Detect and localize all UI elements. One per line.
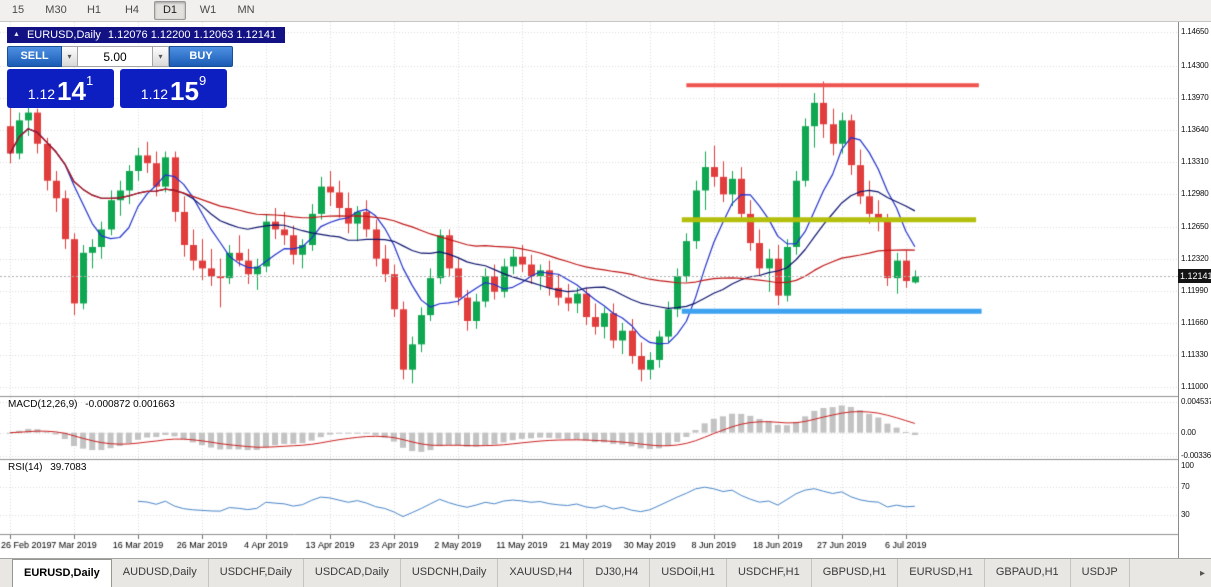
price-axis-label: 1.13640 xyxy=(1181,125,1209,135)
chevron-right-icon: ▸ xyxy=(1199,567,1206,579)
current-price-badge: 1.12141 xyxy=(1178,269,1211,284)
ask-big-figure: 1.12 xyxy=(140,86,169,102)
rsi-indicator-label: RSI(14) 39.7083 xyxy=(8,462,91,473)
price-axis-label: 1.11660 xyxy=(1181,317,1208,327)
chart-tab-eurusd-daily[interactable]: EURUSD,Daily xyxy=(12,559,112,587)
sell-options-dropdown[interactable]: ▾ xyxy=(62,46,78,67)
sell-button[interactable]: SELL xyxy=(7,46,62,67)
price-axis-label: 1.14300 xyxy=(1181,60,1209,70)
quote-row: 1.12 14 1 1.12 15 9 xyxy=(7,69,233,108)
sell-quote-button[interactable]: 1.12 14 1 xyxy=(7,69,114,108)
bid-pipette: 1 xyxy=(85,73,94,88)
chart-tab-usdchf-h1[interactable]: USDCHF,H1 xyxy=(727,559,812,587)
trade-controls-row: SELL ▾ ▾ BUY xyxy=(7,46,233,67)
chart-tab-usdchf-daily[interactable]: USDCHF,Daily xyxy=(209,559,304,587)
buy-quote-button[interactable]: 1.12 15 9 xyxy=(120,69,227,108)
ask-pipette: 9 xyxy=(198,73,207,88)
chevron-down-icon: ▾ xyxy=(158,52,163,61)
chart-tab-usdjp[interactable]: USDJP xyxy=(1071,559,1130,587)
price-axis-label: 1.12320 xyxy=(1181,253,1209,263)
buy-button[interactable]: BUY xyxy=(169,46,233,67)
bid-big-figure: 1.12 xyxy=(27,86,56,102)
price-axis-label: 1.12980 xyxy=(1181,189,1209,199)
timeframe-button-mn[interactable]: MN xyxy=(237,4,255,16)
price-axis-label: 1.14650 xyxy=(1181,26,1209,36)
price-axis-label: 1.11330 xyxy=(1181,350,1208,360)
rsi-axis-label: 30 xyxy=(1181,510,1190,520)
chart-tab-eurusd-h1[interactable]: EURUSD,H1 xyxy=(898,559,985,587)
chart-tab-usdoil-h1[interactable]: USDOil,H1 xyxy=(650,559,727,587)
timeframe-button-15[interactable]: 15 xyxy=(11,4,25,16)
rsi-axis-label: 70 xyxy=(1181,481,1190,491)
symbol-marker-icon: ▲ xyxy=(13,31,20,38)
rsi-axis-label: 100 xyxy=(1181,460,1194,470)
price-axis-label: 1.13310 xyxy=(1181,157,1209,167)
chart-tab-usdcad-daily[interactable]: USDCAD,Daily xyxy=(304,559,401,587)
timeframe-button-w1[interactable]: W1 xyxy=(199,4,217,16)
macd-axis-label: 0.00 xyxy=(1181,427,1196,437)
timeframe-button-h4[interactable]: H4 xyxy=(124,4,140,16)
chart-tab-gbpusd-h1[interactable]: GBPUSD,H1 xyxy=(812,559,899,587)
chart-tab-dj30-h4[interactable]: DJ30,H4 xyxy=(584,559,651,587)
bid-pips: 14 xyxy=(57,76,86,106)
chart-tab-audusd-daily[interactable]: AUDUSD,Daily xyxy=(112,559,209,587)
price-chart-canvas[interactable] xyxy=(0,22,1178,558)
price-axis-label: 1.12650 xyxy=(1181,221,1209,231)
chart-tab-xauusd-h4[interactable]: XAUUSD,H4 xyxy=(498,559,585,587)
timeframe-toolbar: 15 M30 H1 H4 D1 W1 MN xyxy=(0,0,1211,22)
rsi-value: 39.7083 xyxy=(50,462,87,473)
chart-title: EURUSD,Daily xyxy=(26,29,101,41)
timeframe-button-d1[interactable]: D1 xyxy=(154,1,186,20)
chart-title-overlay: ▲ EURUSD,Daily 1.12076 1.12200 1.12063 1… xyxy=(7,27,286,43)
timeframe-button-m30[interactable]: M30 xyxy=(45,4,67,16)
ask-pips: 15 xyxy=(170,76,199,106)
macd-axis-label: 0.004537 xyxy=(1181,396,1211,406)
chart-tab-gbpaud-h1[interactable]: GBPAUD,H1 xyxy=(985,559,1071,587)
tab-scroll-button[interactable]: ▸ xyxy=(1195,563,1210,583)
chevron-down-icon: ▾ xyxy=(67,52,72,61)
macd-axis-label: -0.003362 xyxy=(1181,450,1211,460)
timeframe-button-h1[interactable]: H1 xyxy=(86,4,102,16)
chart-window: 1.14650 1.14300 1.13970 1.13640 1.13310 1.129… xyxy=(0,22,1211,558)
chart-ohlc-values: 1.12076 1.12200 1.12063 1.12141 xyxy=(107,29,277,41)
chart-tabs-bar: EURUSD,Daily AUDUSD,Daily USDCHF,Daily USDC… xyxy=(0,558,1211,587)
price-axis-label: 1.11990 xyxy=(1181,285,1208,295)
macd-name: MACD(12,26,9) xyxy=(8,399,78,410)
volume-input[interactable] xyxy=(78,46,153,67)
rsi-name: RSI(14) xyxy=(8,462,43,473)
volume-dropdown[interactable]: ▾ xyxy=(153,46,169,67)
chart-tab-usdcnh-daily[interactable]: USDCNH,Daily xyxy=(401,559,499,587)
macd-indicator-label: MACD(12,26,9) -0.000872 0.001663 xyxy=(8,399,180,410)
one-click-trading-panel: SELL ▾ ▾ BUY 1.12 14 1 1.12 15 xyxy=(7,46,233,108)
price-axis-label: 1.11000 xyxy=(1181,382,1208,392)
macd-values: -0.000872 0.001663 xyxy=(85,399,175,410)
price-axis-label: 1.13970 xyxy=(1181,92,1209,102)
price-axis[interactable]: 1.14650 1.14300 1.13970 1.13640 1.13310 1.129… xyxy=(1178,22,1211,558)
